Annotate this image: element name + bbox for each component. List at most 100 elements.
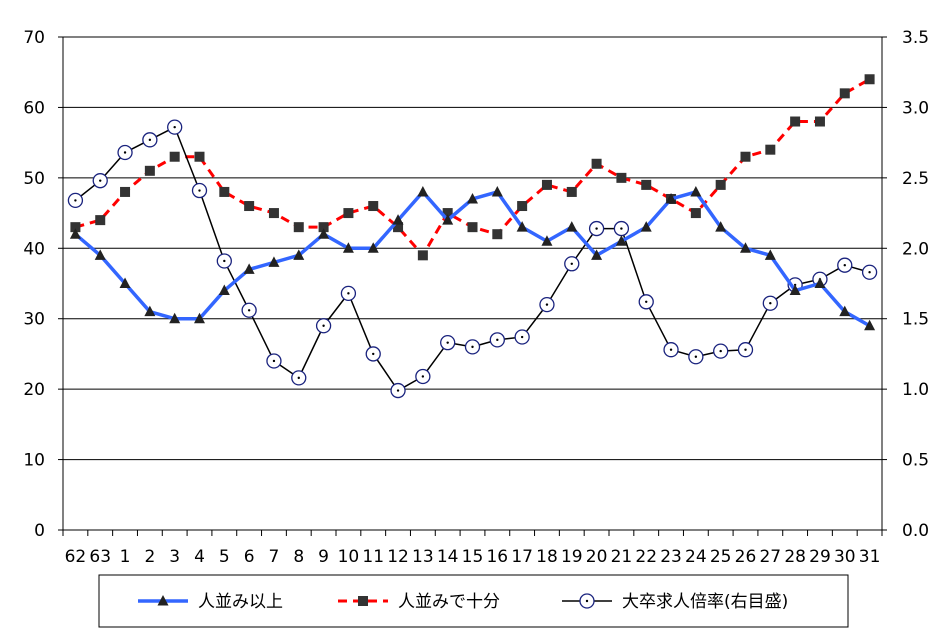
data-point-dot — [421, 375, 425, 378]
x-tick-label: 26 — [735, 547, 757, 567]
data-point — [95, 215, 106, 226]
data-point — [591, 158, 602, 169]
right-axis: 0.0 0.5 1.0 1.5 2.0 2.5 3.0 3.5 — [882, 28, 929, 541]
data-point — [318, 228, 330, 239]
plot-area — [62, 36, 883, 531]
data-point-dot — [744, 348, 747, 351]
data-point-dot — [74, 199, 77, 202]
data-point — [541, 235, 553, 246]
data-point — [566, 221, 578, 232]
data-point-dot — [595, 227, 598, 230]
x-tick-label: 11 — [362, 547, 384, 567]
x-axis: 62 63 1 2 3 4 5 6 7 8 9 10 11 12 13 14 15 16 17 18 19 20 21 22 2… — [62, 530, 883, 567]
data-point — [740, 151, 751, 162]
data-point — [814, 116, 825, 127]
data-point — [765, 144, 776, 155]
data-point — [715, 221, 727, 232]
legend-label: 人並み以上 — [198, 592, 283, 612]
data-point — [194, 312, 205, 324]
data-point — [169, 151, 180, 162]
data-point — [839, 88, 850, 99]
data-point — [467, 192, 478, 204]
data-point — [318, 222, 329, 233]
data-point-dot — [446, 341, 449, 344]
data-point-dot — [297, 376, 300, 380]
data-point-dot — [545, 303, 549, 306]
legend-marker — [157, 595, 169, 606]
x-tick-label: 7 — [269, 547, 280, 567]
data-point — [839, 305, 851, 317]
x-tick-label: 14 — [437, 547, 459, 567]
data-point — [194, 151, 205, 162]
y-right-tick-label: 2.5 — [902, 169, 929, 189]
data-point — [417, 250, 428, 261]
data-point — [169, 312, 181, 324]
data-point-dot — [123, 151, 127, 154]
legend: 人並み以上 人並みで十分 大卒求人倍率(右目盛) — [138, 592, 788, 612]
data-point — [144, 305, 156, 317]
data-point-dot — [843, 263, 846, 267]
x-tick-label: 23 — [660, 547, 682, 567]
data-point — [517, 201, 528, 212]
x-tick-label: 9 — [318, 547, 329, 567]
y-left-tick-label: 10 — [23, 451, 45, 471]
data-point-dot — [347, 292, 350, 295]
data-point — [367, 242, 379, 253]
data-point — [641, 179, 652, 190]
y-left-tick-label: 40 — [23, 239, 45, 259]
data-point — [814, 277, 826, 288]
series-group — [67, 74, 878, 399]
x-tick-label: 62 — [65, 547, 87, 567]
data-point — [70, 222, 81, 233]
x-tick-label: 2 — [144, 547, 155, 567]
data-point — [690, 208, 701, 219]
data-point — [218, 284, 230, 296]
y-right-tick-label: 1.0 — [902, 380, 929, 400]
left-axis: 0 10 20 30 40 50 60 70 — [23, 28, 63, 541]
data-point — [219, 186, 230, 197]
data-point — [268, 256, 280, 267]
series-1 — [69, 185, 876, 331]
data-point-dot — [272, 359, 276, 363]
data-point — [790, 116, 801, 127]
data-point — [591, 249, 603, 260]
x-tick-label: 17 — [511, 547, 533, 567]
data-point-dot — [322, 324, 325, 327]
data-point — [616, 172, 627, 183]
data-point — [541, 179, 552, 190]
data-point — [491, 185, 503, 197]
y-left-tick-label: 20 — [23, 380, 45, 400]
x-tick-label: 19 — [561, 547, 583, 567]
x-tick-label: 4 — [194, 547, 205, 567]
x-tick-label: 13 — [412, 547, 434, 567]
data-point — [417, 185, 429, 197]
data-point — [120, 186, 131, 197]
legend-marker — [358, 596, 368, 606]
y-right-tick-label: 2.0 — [902, 239, 929, 259]
data-point — [615, 235, 627, 246]
data-point-dot — [769, 302, 772, 305]
data-point-dot — [669, 348, 673, 351]
data-point — [442, 208, 453, 219]
data-point — [293, 222, 304, 233]
data-point — [715, 179, 726, 190]
legend-label: 人並みで十分 — [398, 592, 500, 612]
data-point-dot — [868, 271, 871, 274]
x-tick-label: 15 — [462, 547, 484, 567]
data-point — [665, 192, 677, 204]
data-point-dot — [719, 349, 722, 353]
data-point — [492, 229, 503, 240]
data-point — [467, 222, 478, 233]
y-left-tick-label: 30 — [23, 310, 45, 330]
data-point-dot — [148, 138, 152, 142]
data-point — [293, 249, 305, 260]
data-point — [392, 214, 404, 225]
data-point-dot — [620, 227, 623, 230]
data-point — [119, 277, 131, 288]
y-right-tick-label: 3.5 — [902, 28, 929, 48]
data-point — [442, 214, 454, 225]
x-tick-label: 10 — [338, 547, 360, 567]
y-right-tick-label: 1.5 — [902, 310, 929, 330]
data-point-dot — [694, 355, 698, 358]
